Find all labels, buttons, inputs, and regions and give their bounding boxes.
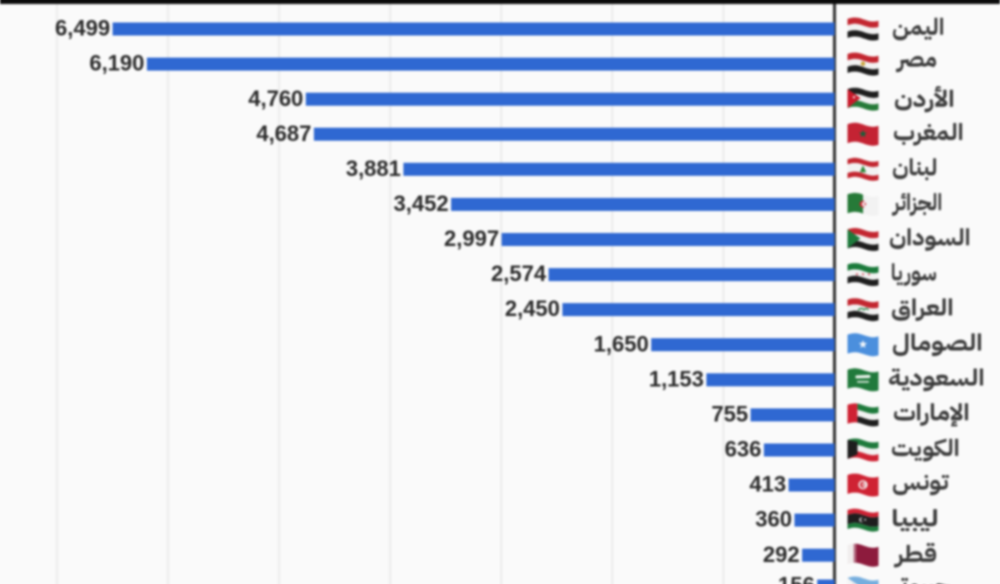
svg-text:6,190: 6,190 xyxy=(89,51,144,76)
svg-text:4,760: 4,760 xyxy=(248,86,303,111)
svg-text:156: 156 xyxy=(778,573,815,584)
svg-text:4,687: 4,687 xyxy=(256,121,311,146)
svg-text:1,650: 1,650 xyxy=(594,331,649,356)
svg-text:2,997: 2,997 xyxy=(444,226,499,251)
svg-text:636: 636 xyxy=(725,437,762,462)
svg-text:292: 292 xyxy=(763,542,800,567)
svg-text:6,499: 6,499 xyxy=(55,16,110,41)
svg-text:3,881: 3,881 xyxy=(346,156,401,181)
svg-text:3,452: 3,452 xyxy=(394,191,449,216)
svg-text:755: 755 xyxy=(711,402,748,427)
svg-text:2,450: 2,450 xyxy=(505,296,560,321)
svg-text:413: 413 xyxy=(749,472,786,497)
svg-text:360: 360 xyxy=(755,507,792,532)
svg-text:2,574: 2,574 xyxy=(491,261,547,286)
svg-text:1,153: 1,153 xyxy=(649,366,704,391)
